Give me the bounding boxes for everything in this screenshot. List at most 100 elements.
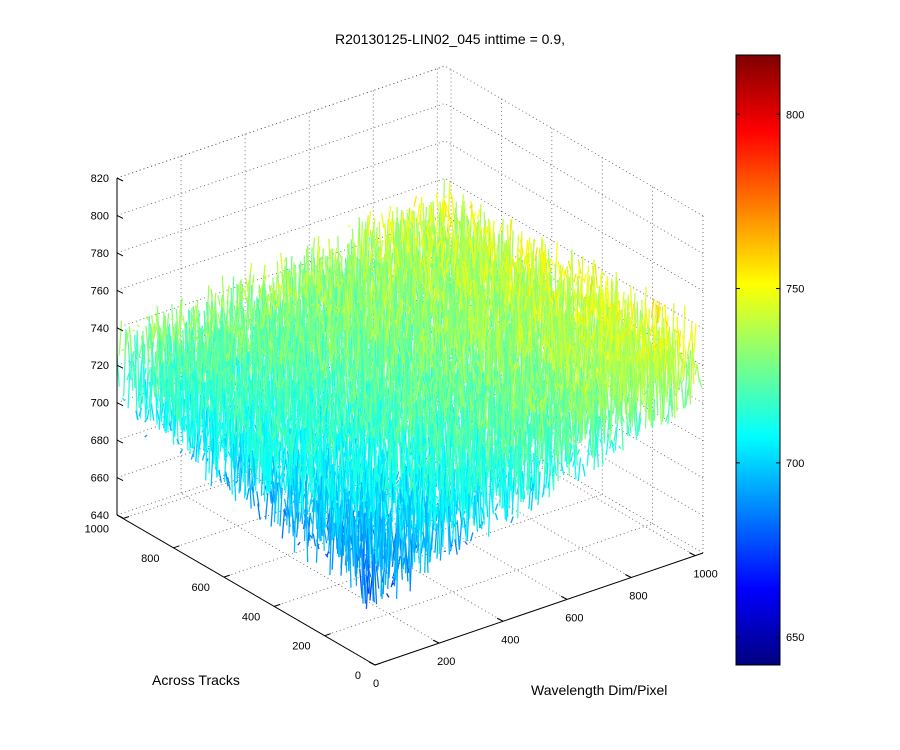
surface-segment bbox=[482, 263, 487, 286]
surface-segment bbox=[517, 248, 522, 255]
surface-segment bbox=[191, 378, 196, 422]
surface-segment bbox=[217, 418, 221, 439]
surface-segment bbox=[168, 422, 173, 432]
surface-segment bbox=[441, 291, 445, 311]
surface-segment bbox=[417, 351, 422, 373]
surface-segment bbox=[140, 384, 145, 389]
surface-segment bbox=[567, 260, 572, 270]
surface-segment bbox=[155, 352, 159, 396]
surface-segment bbox=[504, 263, 508, 274]
surface-segment bbox=[238, 435, 242, 494]
surface-segment bbox=[276, 419, 280, 433]
surface-segment bbox=[251, 486, 256, 507]
surface-segment bbox=[160, 330, 165, 364]
surface-segment bbox=[277, 281, 282, 289]
surface-segment bbox=[167, 355, 171, 367]
surface-segment bbox=[298, 326, 302, 358]
surface-segment bbox=[489, 237, 494, 276]
surface-segment bbox=[509, 291, 514, 313]
surface-segment bbox=[439, 328, 444, 339]
surface-segment bbox=[294, 291, 298, 296]
surface-segment bbox=[193, 414, 198, 448]
surface-segment bbox=[479, 262, 484, 308]
surface-segment bbox=[197, 394, 201, 463]
surface-segment bbox=[240, 411, 245, 427]
surface-segment bbox=[202, 425, 207, 451]
surface-segment bbox=[290, 397, 295, 450]
surface-segment bbox=[443, 200, 448, 218]
surface-segment bbox=[335, 282, 340, 287]
surface-segment bbox=[224, 416, 228, 435]
surface-segment bbox=[316, 245, 321, 269]
surface-segment bbox=[407, 350, 411, 359]
surface-segment bbox=[237, 322, 241, 356]
surface-segment bbox=[130, 350, 135, 372]
surface-segment bbox=[463, 275, 468, 298]
surface-segment bbox=[196, 412, 200, 444]
surface-segment bbox=[507, 266, 512, 301]
surface-segment bbox=[237, 426, 241, 438]
surface-segment bbox=[247, 397, 252, 427]
surface-segment bbox=[459, 288, 463, 311]
surface-segment bbox=[287, 319, 291, 337]
surface-segment bbox=[333, 300, 337, 309]
surface-segment bbox=[485, 262, 489, 300]
surface-segment bbox=[245, 427, 249, 432]
surface-segment bbox=[316, 303, 320, 311]
surface-segment bbox=[408, 332, 413, 353]
surface-segment bbox=[439, 225, 444, 257]
surface-segment bbox=[424, 284, 429, 303]
surface-segment bbox=[550, 257, 554, 266]
surface-segment bbox=[240, 425, 245, 483]
surface-segment bbox=[135, 410, 139, 421]
surface-segment bbox=[347, 282, 352, 331]
surface-segment bbox=[415, 240, 419, 247]
surface-segment bbox=[473, 235, 477, 250]
surface-segment bbox=[442, 228, 446, 263]
surface-segment bbox=[414, 237, 418, 241]
surface-segment bbox=[195, 429, 199, 462]
surface-segment bbox=[239, 323, 243, 367]
surface-segment bbox=[350, 238, 354, 242]
surface-segment bbox=[256, 317, 260, 358]
surface-segment bbox=[341, 297, 345, 310]
surface-segment bbox=[376, 367, 380, 394]
surface-segment bbox=[170, 317, 174, 320]
surface-segment bbox=[174, 371, 178, 423]
surface-segment bbox=[531, 238, 535, 309]
surface-segment bbox=[327, 299, 332, 345]
surface-segment bbox=[450, 328, 454, 343]
surface-segment bbox=[132, 329, 136, 332]
surface-segment bbox=[332, 401, 336, 429]
surface-segment bbox=[549, 287, 552, 290]
surface-segment bbox=[574, 281, 578, 284]
surface-segment bbox=[287, 321, 291, 328]
surface-segment bbox=[189, 382, 194, 441]
surface-segment bbox=[151, 315, 155, 332]
surface-segment bbox=[163, 315, 167, 348]
surface-segment bbox=[367, 243, 371, 251]
surface-segment bbox=[304, 397, 308, 428]
surface-segment bbox=[367, 210, 372, 238]
surface-segment bbox=[255, 421, 259, 430]
surface-segment bbox=[343, 290, 347, 329]
surface-segment bbox=[172, 327, 176, 341]
surface-segment bbox=[446, 224, 449, 228]
surface-segment bbox=[279, 337, 283, 366]
surface-segment bbox=[303, 272, 307, 287]
surface-segment bbox=[290, 407, 294, 411]
surface-segment bbox=[236, 374, 240, 457]
surface-segment bbox=[361, 250, 366, 258]
surface-segment bbox=[428, 248, 432, 273]
surface-segment bbox=[328, 343, 332, 361]
surface-segment bbox=[223, 432, 228, 482]
surface-segment bbox=[447, 210, 452, 225]
surface-segment bbox=[443, 252, 447, 273]
surface-segment bbox=[398, 329, 403, 360]
surface-segment bbox=[390, 231, 395, 245]
surface-segment bbox=[376, 273, 381, 301]
surface-segment bbox=[407, 306, 412, 315]
surface-segment bbox=[240, 329, 244, 338]
surface-segment bbox=[338, 344, 343, 354]
